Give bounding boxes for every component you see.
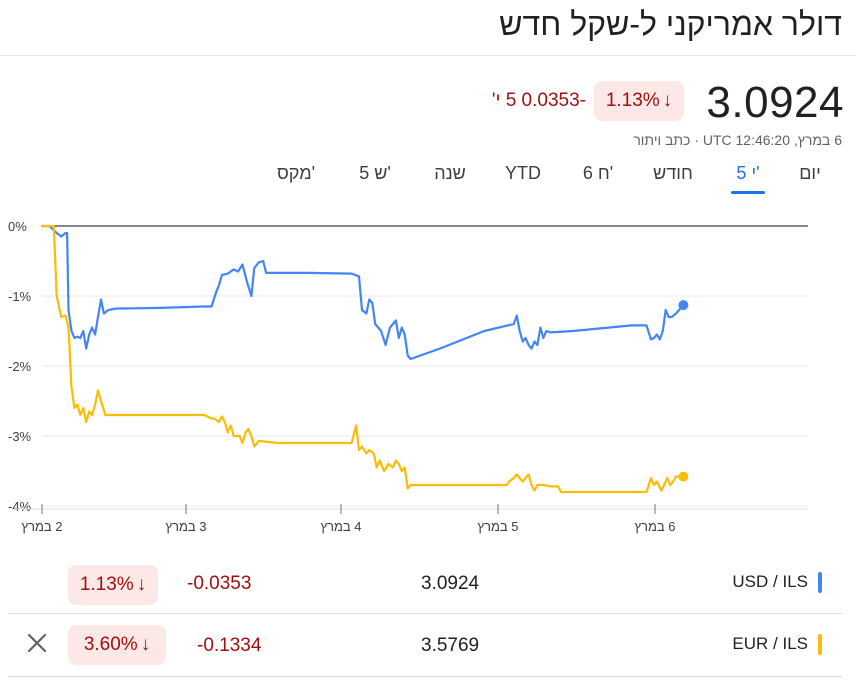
row-divider: [8, 613, 842, 614]
title-divider: [0, 55, 856, 56]
x-tick-label: 5 במרץ: [477, 519, 518, 534]
pair-label-eur[interactable]: EUR / ILS: [732, 634, 808, 653]
chart-axes: 0% -1% -2% -3% -4% 2 במרץ 3 במרץ 4 במרץ 5 במרץ 6 …: [8, 219, 808, 534]
pair-change-eur: -0.1334: [197, 635, 262, 656]
x-tick-label: 6 במרץ: [634, 519, 675, 534]
y-tick-label: -4%: [8, 499, 32, 514]
active-tab-underline: [731, 191, 765, 194]
change-percent-badge: 1.13% ↓: [594, 81, 684, 121]
tab-7[interactable]: מקס': [276, 163, 316, 183]
arrow-down-icon: ↓: [136, 574, 147, 595]
pair-price-usd: 3.0924: [421, 573, 480, 594]
y-tick-label: -1%: [8, 289, 32, 304]
pair-percent-badge-usd: 1.13% ↓: [68, 565, 158, 605]
timestamp-disclaimer: 6 במרץ, UTC 12:46:20 · כתב ויתור: [633, 132, 842, 148]
tab-1[interactable]: 5 י': [736, 163, 760, 183]
y-tick-label: 0%: [8, 219, 27, 234]
x-tick-label: 3 במרץ: [165, 519, 206, 534]
x-tick-label: 2 במרץ: [21, 519, 62, 534]
tab-0[interactable]: יום: [799, 163, 821, 183]
pair-change-usd: -0.0353: [187, 573, 252, 594]
arrow-down-icon: ↓: [140, 634, 151, 655]
chart-series: [40, 224, 689, 494]
pair-percent-badge-eur: 3.60% ↓: [68, 625, 166, 665]
close-icon[interactable]: [26, 632, 48, 654]
series-line-1: [40, 224, 685, 494]
chart-grid: [42, 225, 808, 507]
series-endpoint-1: [678, 471, 689, 482]
page-title: דולר אמריקני ל-שקל חדש: [499, 6, 842, 42]
y-tick-label: -3%: [8, 429, 32, 444]
range-tabs: יום 5 י' חודש 6 ח' YTD שנה 5 ש' מקס': [0, 163, 856, 197]
change-value-text: -0.0353: [521, 90, 586, 111]
chart: 0% -1% -2% -3% -4% 2 במרץ 3 במרץ 4 במרץ 5 במרץ 6 …: [8, 219, 808, 534]
pair-percent-usd: 1.13%: [79, 574, 134, 595]
arrow-down-icon: ↓: [662, 90, 673, 111]
tab-2[interactable]: חודש: [653, 163, 693, 183]
series-endpoint-0: [678, 300, 689, 311]
current-price: 3.0924: [706, 78, 844, 127]
change-value: -0.0353 5 י': [492, 90, 586, 112]
series-line-0: [40, 224, 685, 361]
row-divider: [8, 676, 842, 677]
tab-3[interactable]: 6 ח': [582, 163, 614, 183]
eur-series-swatch: [818, 634, 822, 655]
change-percent-text: 1.13%: [605, 90, 660, 111]
pair-percent-eur: 3.60%: [83, 634, 138, 655]
tab-5[interactable]: שנה: [434, 163, 466, 183]
usd-series-swatch: [818, 572, 822, 593]
pair-label-usd[interactable]: USD / ILS: [732, 572, 808, 591]
tab-4[interactable]: YTD: [505, 163, 541, 183]
x-tick-label: 4 במרץ: [320, 519, 361, 534]
pair-price-eur: 3.5769: [421, 635, 480, 656]
tab-6[interactable]: 5 ש': [359, 163, 391, 183]
change-period: 5 י': [491, 90, 517, 111]
y-tick-label: -2%: [8, 359, 32, 374]
